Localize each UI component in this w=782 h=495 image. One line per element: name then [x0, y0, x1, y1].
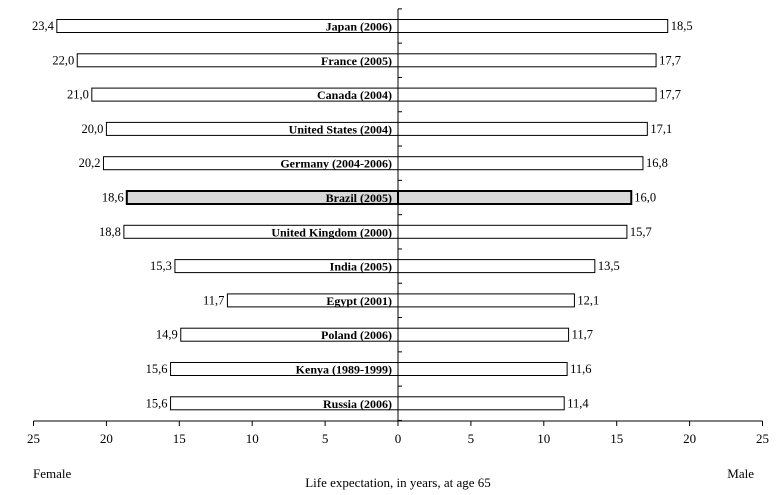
x-tick-label: 15 [610, 431, 623, 446]
category-label: Russia (2006) [323, 397, 392, 411]
female-value-label: 18,6 [102, 191, 124, 205]
male-bar [397, 156, 644, 171]
category-label: Germany (2004-2006) [280, 157, 392, 171]
category-label: Kenya (1989-1999) [296, 363, 392, 377]
male-bar [397, 362, 568, 376]
male-value-label: 17,1 [650, 122, 672, 136]
category-label: United Kingdom (2000) [271, 225, 392, 239]
x-tick-label: 20 [100, 431, 113, 446]
x-tick-label: 10 [537, 431, 550, 446]
male-value-label: 16,8 [646, 156, 668, 170]
female-value-label: 15,6 [146, 362, 168, 376]
female-value-label: 11,7 [203, 293, 224, 307]
female-legend-label: Female [33, 466, 71, 481]
male-value-label: 17,7 [659, 88, 681, 102]
male-bar [397, 293, 575, 308]
category-label: India (2005) [330, 260, 392, 274]
x-tick-label: 10 [246, 431, 259, 446]
male-bar [397, 87, 657, 102]
category-label: Canada (2004) [317, 88, 392, 102]
x-tick-label: 25 [27, 431, 40, 446]
bars-layer: 23,4 18,5 Japan (2006) 22,0 17,7 France (2005… [32, 19, 693, 411]
male-bar [397, 396, 565, 411]
male-value-label: 13,5 [598, 259, 620, 273]
male-value-label: 11,4 [567, 396, 589, 410]
x-axis: 25 20 15 10 5 0 5 10 15 20 25 [27, 8, 769, 446]
male-legend-label: Male [727, 466, 754, 481]
x-axis-title: Life expectation, in years, at age 65 [305, 475, 491, 490]
female-value-label: 15,3 [150, 259, 172, 273]
x-tick-label: 15 [173, 431, 186, 446]
male-value-label: 12,1 [577, 293, 599, 307]
male-value-label: 11,7 [572, 328, 593, 342]
category-label: Japan (2006) [326, 20, 392, 34]
female-value-label: 18,8 [99, 225, 121, 239]
female-value-label: 21,0 [67, 88, 89, 102]
x-tick-label: 5 [468, 431, 475, 446]
male-value-label: 16,0 [634, 191, 656, 205]
x-tick-label: 25 [756, 431, 769, 446]
female-value-label: 15,6 [146, 396, 168, 410]
category-label: Egypt (2001) [326, 294, 392, 308]
female-value-label: 20,0 [82, 122, 104, 136]
x-tick-label: 20 [683, 431, 696, 446]
male-value-label: 15,7 [630, 225, 652, 239]
male-bar [397, 190, 633, 205]
male-bar [397, 53, 657, 68]
male-bar [397, 224, 628, 239]
female-value-label: 14,9 [156, 328, 178, 342]
male-value-label: 11,6 [570, 362, 591, 376]
male-value-label: 17,7 [659, 53, 681, 67]
male-bar [397, 121, 648, 136]
male-value-label: 18,5 [671, 19, 693, 33]
female-value-label: 22,0 [52, 53, 74, 67]
category-label: Brazil (2005) [326, 191, 392, 205]
x-tick-label: 0 [395, 431, 402, 446]
female-value-label: 23,4 [32, 19, 55, 33]
category-label: France (2005) [321, 54, 392, 68]
male-bar [397, 19, 669, 33]
male-bar [397, 327, 570, 342]
category-label: United States (2004) [289, 122, 392, 136]
female-value-label: 20,2 [79, 156, 101, 170]
category-label: Poland (2006) [321, 328, 392, 342]
male-bar [397, 259, 596, 274]
x-tick-label: 5 [322, 431, 329, 446]
